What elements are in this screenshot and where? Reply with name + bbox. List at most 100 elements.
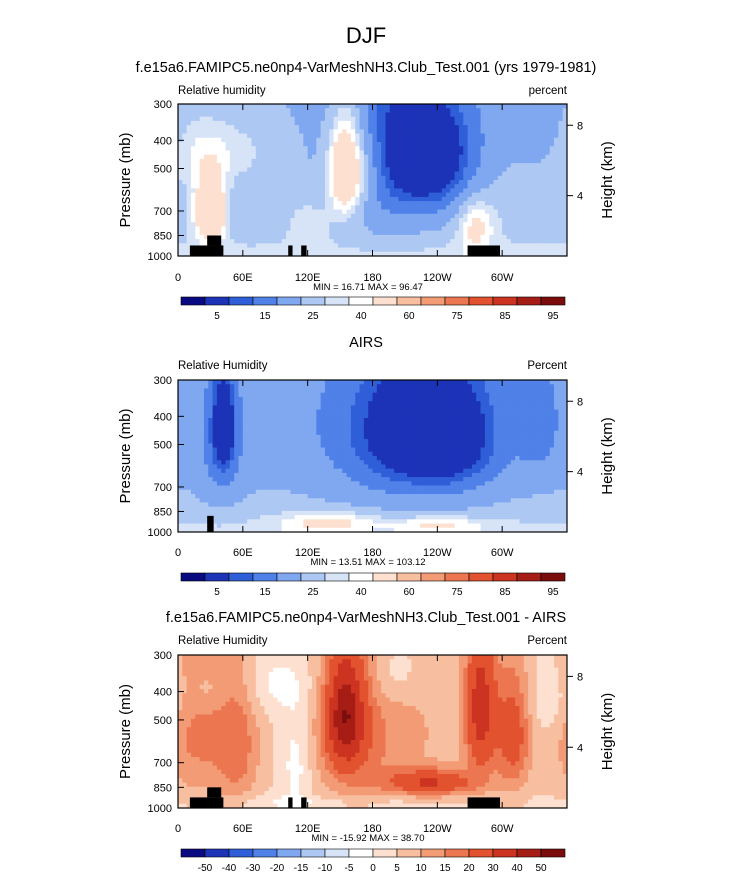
field-cell — [415, 146, 421, 151]
field-cell — [316, 413, 322, 419]
field-cell — [394, 234, 399, 240]
field-cell — [484, 188, 490, 194]
field-cell — [238, 112, 244, 118]
field-cell — [532, 247, 538, 253]
field-cell — [255, 418, 261, 423]
field-cell — [554, 396, 559, 402]
field-cell — [299, 230, 304, 236]
field-cell — [307, 192, 313, 198]
field-cell — [441, 434, 447, 440]
field-cell — [199, 392, 205, 398]
field-cell — [303, 380, 309, 385]
field-cell — [290, 392, 296, 398]
field-cell — [441, 184, 447, 189]
field-cell — [489, 413, 494, 419]
field-cell — [229, 188, 235, 194]
field-cell — [337, 439, 343, 444]
field-cell — [407, 218, 412, 223]
field-cell — [311, 380, 317, 385]
field-cell — [359, 451, 365, 457]
field-cell — [221, 230, 226, 236]
field-cell — [190, 380, 196, 385]
field-cell — [441, 392, 447, 398]
field-cell — [307, 196, 313, 202]
field-cell — [320, 120, 326, 126]
field-cell — [506, 401, 512, 406]
field-cell — [178, 142, 183, 147]
field-cell — [242, 384, 248, 389]
field-cell — [286, 434, 291, 440]
field-cell — [437, 154, 443, 160]
field-cell — [497, 401, 503, 406]
field-cell — [199, 422, 205, 427]
field-cell — [467, 380, 473, 385]
field-cell — [528, 129, 533, 134]
field-cell — [558, 451, 564, 457]
field-cell — [277, 213, 283, 219]
field-cell — [229, 239, 235, 244]
field-cell — [433, 413, 438, 419]
field-cell — [199, 167, 205, 172]
field-cell — [350, 234, 356, 240]
field-cell — [221, 422, 226, 427]
field-cell — [195, 129, 201, 134]
field-cell — [497, 388, 503, 394]
field-cell — [541, 451, 546, 457]
min-max-label: MIN = 16.71 MAX = 96.47 — [313, 282, 423, 293]
field-cell — [182, 456, 188, 461]
field-cell — [324, 104, 330, 109]
field-cell — [242, 380, 248, 385]
field-cell — [199, 209, 205, 215]
field-cell — [299, 434, 304, 440]
field-cell — [294, 154, 300, 160]
field-cell — [489, 116, 494, 122]
field-cell — [562, 218, 568, 223]
field-cell — [545, 180, 551, 185]
field-cell — [510, 209, 516, 215]
field-cell — [424, 213, 430, 219]
field-cell — [221, 184, 226, 189]
field-cell — [242, 108, 248, 113]
field-cell — [489, 222, 494, 227]
field-cell — [203, 188, 209, 194]
y-axis-title-right: Height (km) — [599, 141, 616, 219]
field-cell — [199, 129, 205, 134]
field-cell — [407, 116, 412, 122]
field-cell — [264, 129, 270, 134]
field-cell — [502, 180, 507, 185]
field-cell — [506, 218, 512, 223]
field-cell — [221, 154, 226, 160]
field-cell — [480, 167, 486, 172]
field-cell — [355, 409, 360, 415]
field-cell — [428, 392, 434, 398]
field-cell — [554, 129, 559, 134]
field-cell — [216, 405, 222, 410]
field-cell — [558, 192, 564, 198]
field-cell — [480, 171, 486, 177]
field-cell — [368, 388, 373, 394]
field-cell — [484, 167, 490, 172]
field-cell — [355, 120, 360, 126]
field-cell — [368, 380, 373, 385]
field-cell — [368, 451, 373, 457]
field-cell — [238, 108, 244, 113]
field-cell — [407, 451, 412, 457]
field-cell — [368, 192, 373, 198]
field-cell — [407, 175, 412, 181]
field-cell — [402, 209, 408, 215]
field-cell — [467, 192, 473, 198]
field-cell — [402, 125, 408, 130]
field-cell — [445, 108, 451, 113]
field-cell — [415, 251, 421, 257]
field-cell — [402, 380, 408, 385]
field-cell — [234, 405, 239, 410]
field-cell — [471, 205, 477, 210]
field-cell — [329, 112, 334, 118]
field-cell — [389, 396, 395, 402]
field-cell — [471, 171, 477, 177]
field-cell — [225, 154, 231, 160]
field-cell — [541, 205, 546, 210]
field-cell — [346, 201, 352, 206]
field-cell — [458, 388, 464, 394]
field-cell — [281, 146, 287, 151]
